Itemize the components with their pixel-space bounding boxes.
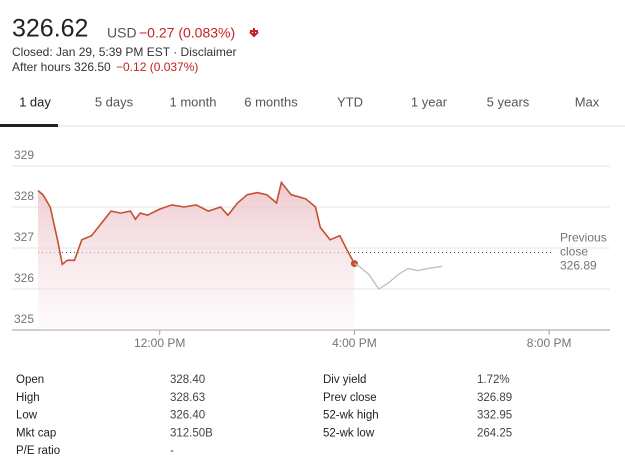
- price-line: [37, 180, 356, 266]
- y-tick-label: 328: [14, 189, 34, 203]
- active-tab-indicator: [0, 124, 58, 127]
- stat-label: Mkt cap: [16, 427, 56, 439]
- x-tick-label: 8:00 PM: [527, 336, 572, 350]
- stat-value: 312.50B: [170, 427, 213, 439]
- tab[interactable]: 1 year: [411, 94, 448, 109]
- stat-label: Prev close: [323, 392, 377, 404]
- tab[interactable]: YTD: [337, 94, 363, 109]
- y-tick-label: 326: [14, 271, 34, 285]
- stat-value: 326.40: [170, 410, 205, 422]
- y-tick-label: 327: [14, 230, 34, 244]
- previous-close-label: close: [560, 245, 588, 259]
- stat-label: High: [16, 392, 40, 404]
- tab[interactable]: Max: [575, 94, 600, 109]
- tab[interactable]: 1 month: [170, 94, 217, 109]
- currency: USD: [107, 25, 137, 41]
- y-tick-label: 325: [14, 312, 34, 326]
- down-arrow: [249, 28, 259, 38]
- tab[interactable]: 5 days: [95, 94, 134, 109]
- stat-value: 1.72%: [477, 374, 510, 386]
- closed-info: Closed: Jan 29, 5:39 PM EST · Disclaimer: [12, 45, 237, 59]
- chart: 325 326 327 328 329 12:00 PM 4:00 PM 8:00 PM Pre…: [12, 148, 610, 350]
- stat-label: Div yield: [323, 374, 366, 386]
- stat-label: 52-wk high: [323, 410, 379, 422]
- tabs: 1 day 5 days 1 month 6 months YTD 1 year 5 yea…: [19, 94, 600, 109]
- stat-value: 264.25: [477, 427, 512, 439]
- previous-close-value: 326.89: [560, 259, 597, 273]
- tab[interactable]: 6 months: [244, 94, 298, 109]
- after-hours-change: −0.12 (0.037%): [116, 60, 198, 74]
- x-tick-label: 4:00 PM: [332, 336, 377, 350]
- stat-value: 328.63: [170, 392, 205, 404]
- tab[interactable]: 5 years: [487, 94, 530, 109]
- after-hours: After hours 326.50: [12, 60, 111, 74]
- stats: Open 328.40 Div yield 1.72% High 328.63 Prev c…: [16, 374, 512, 457]
- previous-close-label: Previous: [560, 231, 607, 245]
- stat-value: 332.95: [477, 410, 512, 422]
- stat-label: Open: [16, 374, 44, 386]
- y-tick-label: 329: [14, 148, 34, 162]
- price: 326.62: [12, 15, 88, 43]
- stat-label: Low: [16, 410, 38, 422]
- stat-label: P/E ratio: [16, 445, 60, 457]
- area: [38, 182, 355, 330]
- stat-value: -: [170, 445, 174, 457]
- stat-label: 52-wk low: [323, 427, 375, 439]
- stat-value: 326.89: [477, 392, 512, 404]
- stat-value: 328.40: [170, 374, 205, 386]
- x-tick-label: 12:00 PM: [134, 336, 185, 350]
- price-line: [354, 263, 443, 290]
- change: −0.27 (0.083%): [139, 25, 235, 41]
- tab[interactable]: 1 day: [19, 94, 51, 109]
